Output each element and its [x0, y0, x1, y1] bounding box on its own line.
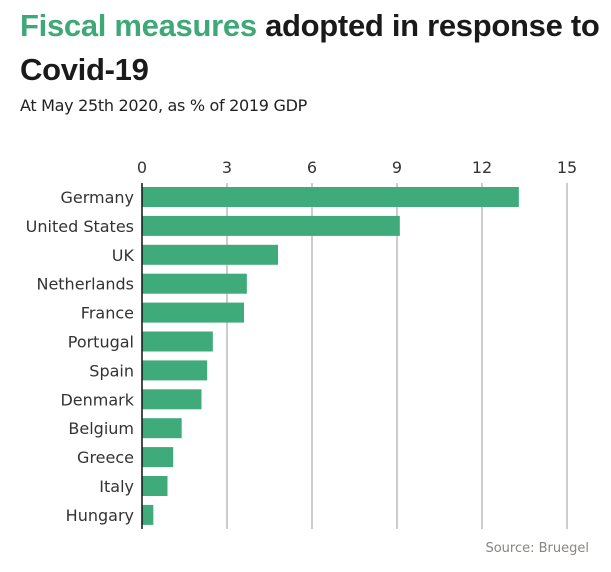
bar	[142, 331, 213, 352]
category-label: France	[81, 304, 134, 323]
chart-title: Fiscal measures adopted in response to C…	[20, 4, 600, 92]
category-label: UK	[112, 246, 135, 265]
bar	[142, 244, 278, 265]
title-rest: adopted in response to Covid-19	[20, 8, 600, 87]
category-label: Portugal	[68, 333, 134, 352]
bar	[142, 215, 400, 236]
bar	[142, 476, 168, 496]
category-labels: Germany United States UK Netherlands France P…	[26, 188, 135, 525]
bar	[142, 360, 208, 381]
x-tick-labels: 0 3 6 9 12 15	[137, 158, 577, 177]
bar	[142, 447, 174, 468]
x-tick-label: 12	[472, 158, 492, 177]
source-note: Source: Bruegel	[485, 541, 589, 556]
category-label: Belgium	[68, 419, 134, 438]
x-tick-label: 3	[222, 158, 232, 177]
category-label: Italy	[99, 477, 134, 496]
x-tick-label: 6	[307, 158, 317, 177]
bar	[142, 389, 202, 410]
bar	[142, 418, 182, 439]
chart-subtitle: At May 25th 2020, as % of 2019 GDP	[20, 96, 307, 115]
gridlines	[226, 183, 568, 529]
x-tick-label: 0	[137, 158, 147, 177]
category-label: Spain	[89, 361, 134, 380]
bar	[142, 187, 519, 207]
bars	[142, 187, 519, 525]
category-label: Netherlands	[36, 275, 134, 294]
category-label: Hungary	[66, 506, 134, 525]
bar	[142, 504, 154, 525]
x-tick-label: 15	[557, 158, 577, 177]
category-label: Germany	[60, 188, 134, 207]
bar	[142, 273, 247, 294]
x-tick-label: 9	[392, 158, 402, 177]
title-highlight: Fiscal measures	[20, 8, 257, 43]
category-label: Greece	[77, 448, 134, 467]
category-label: United States	[26, 217, 134, 236]
bar	[142, 302, 244, 323]
category-label: Denmark	[60, 390, 134, 409]
